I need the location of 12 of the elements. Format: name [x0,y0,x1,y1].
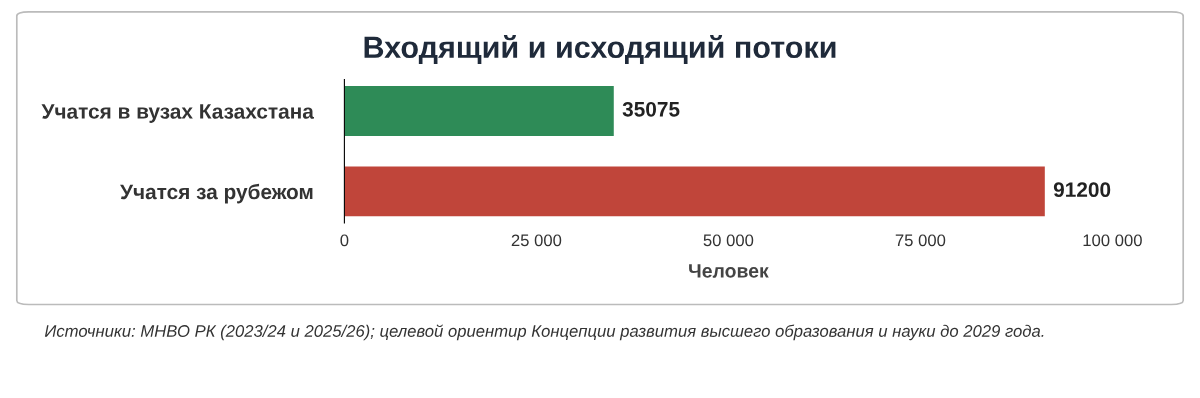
x-tick-label: 25 000 [511,234,562,247]
x-tick-label: 50 000 [703,234,754,247]
y-tick-label: Учатся в вузах Казахстана [41,104,314,123]
x-axis-title: Человек [689,264,769,278]
x-tick-label: 75 000 [895,234,946,247]
x-tick-label: 100 000 [1083,234,1142,247]
text: Источники: МНВО РК (2023/24 и 2025/26); целевой ориентир Концепции развития высшего образования и науки до 2029 года. [44,324,1044,341]
data-label: 35075 [622,101,680,117]
data-label: 91200 [1053,182,1111,198]
chart-title: Входящий и исходящий потоки [364,35,836,64]
x-tick-label: 0 [340,234,349,247]
y-tick-label: Учатся за рубежом [120,183,313,204]
